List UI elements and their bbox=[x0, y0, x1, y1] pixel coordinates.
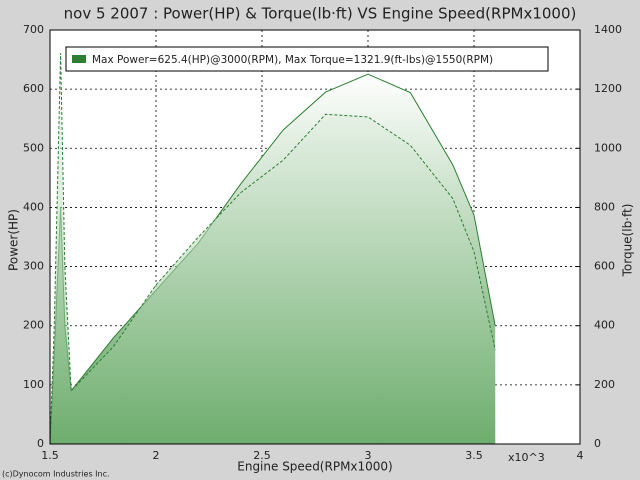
y-tick-label: 400 bbox=[23, 200, 44, 213]
y-tick-label: 500 bbox=[23, 141, 44, 154]
x-tick-label: 2.5 bbox=[253, 449, 271, 462]
y2-tick-label: 1000 bbox=[594, 141, 622, 154]
y2-tick-label: 200 bbox=[594, 378, 615, 391]
y-tick-label: 700 bbox=[23, 23, 44, 36]
y-tick-label: 0 bbox=[37, 437, 44, 450]
y-tick-label: 200 bbox=[23, 319, 44, 332]
x-tick-label: 3 bbox=[365, 449, 372, 462]
y2-tick-label: 1200 bbox=[594, 82, 622, 95]
series-line bbox=[49, 53, 496, 445]
x-multiplier: x10^3 bbox=[508, 451, 545, 464]
y2-tick-label: 1400 bbox=[594, 23, 622, 36]
y2-tick-label: 0 bbox=[594, 437, 601, 450]
y2-tick-label: 800 bbox=[594, 200, 615, 213]
y-tick-label: 600 bbox=[23, 82, 44, 95]
y-axis-title: Power(HP) bbox=[7, 209, 21, 271]
plot-frame bbox=[49, 29, 581, 445]
x-axis-title: Engine Speed(RPMx1000) bbox=[237, 460, 393, 474]
x-tick-label: 3.5 bbox=[465, 449, 483, 462]
x-tick-label: 1.5 bbox=[41, 449, 59, 462]
legend-label: Max Power=625.4(HP)@3000(RPM), Max Torqu… bbox=[92, 54, 493, 66]
y2-axis-title: Torque(lb·ft) bbox=[621, 204, 635, 278]
credit: (c)Dynocom Industries Inc. bbox=[2, 470, 110, 479]
series-area bbox=[50, 53, 496, 445]
legend-swatch bbox=[72, 55, 86, 63]
y2-tick-label: 600 bbox=[594, 260, 615, 273]
x-tick-label: 4 bbox=[577, 449, 584, 462]
chart-title: nov 5 2007 : Power(HP) & Torque(lb·ft) V… bbox=[64, 5, 577, 23]
y-tick-label: 300 bbox=[23, 260, 44, 273]
y2-tick-label: 400 bbox=[594, 319, 615, 332]
y-tick-label: 100 bbox=[23, 378, 44, 391]
legend-box bbox=[65, 46, 549, 72]
x-tick-label: 2 bbox=[153, 449, 160, 462]
